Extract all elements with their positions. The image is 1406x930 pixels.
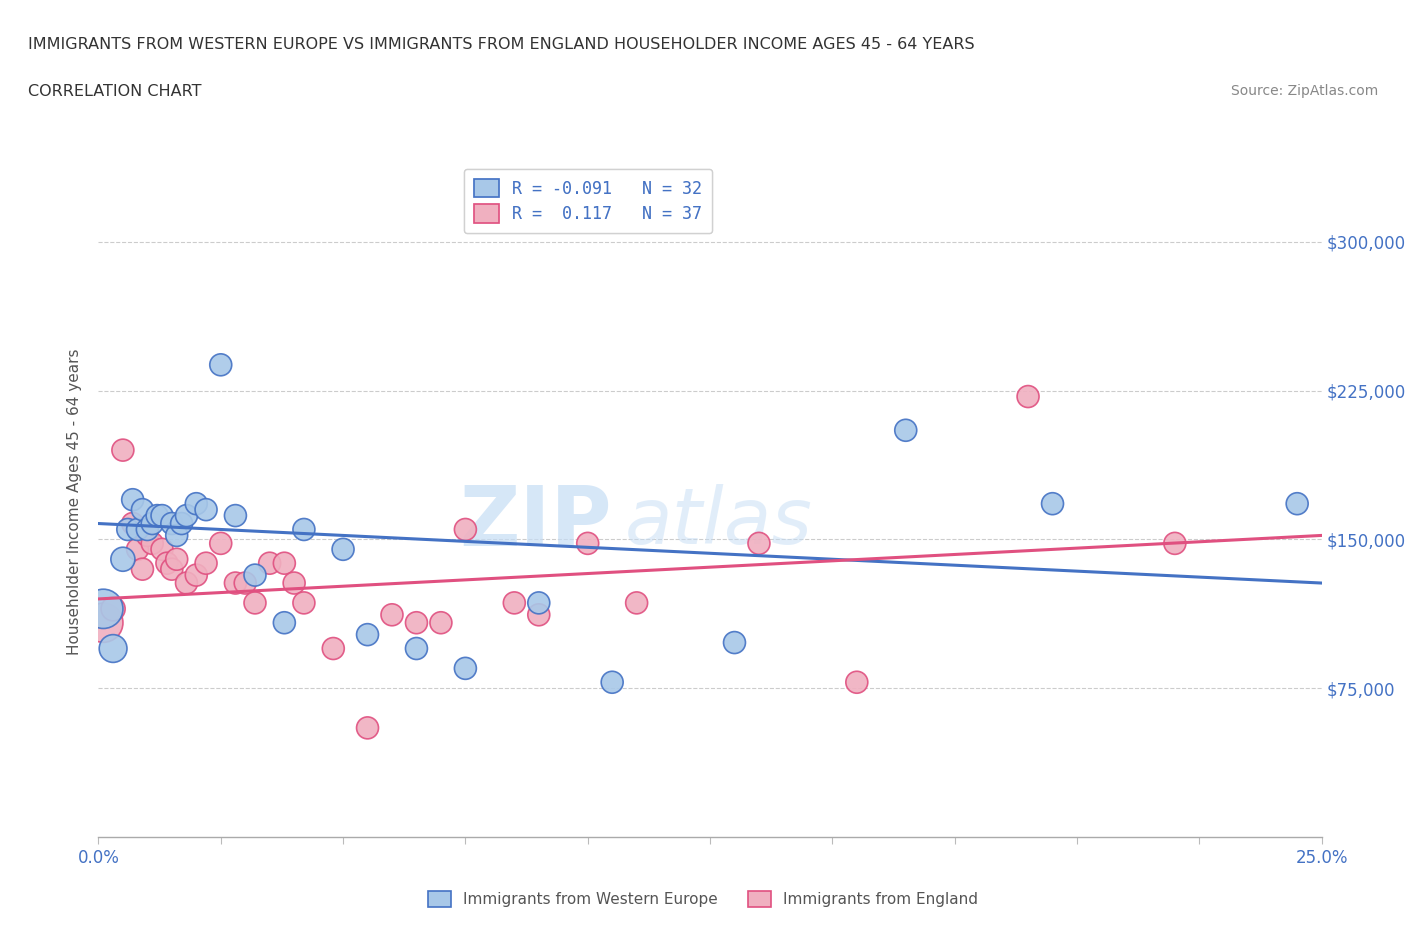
- Point: [224, 508, 246, 523]
- Point: [527, 595, 550, 610]
- Point: [243, 595, 266, 610]
- Legend: R = -0.091   N = 32, R =  0.117   N = 37: R = -0.091 N = 32, R = 0.117 N = 37: [464, 169, 711, 233]
- Point: [600, 675, 623, 690]
- Text: ZIP: ZIP: [460, 482, 612, 563]
- Point: [121, 516, 143, 531]
- Point: [121, 492, 143, 507]
- Point: [503, 595, 526, 610]
- Text: atlas: atlas: [624, 485, 813, 560]
- Point: [195, 556, 218, 571]
- Point: [243, 567, 266, 582]
- Point: [136, 522, 159, 537]
- Point: [748, 536, 770, 551]
- Text: CORRELATION CHART: CORRELATION CHART: [28, 84, 201, 99]
- Point: [186, 567, 208, 582]
- Point: [356, 627, 378, 642]
- Point: [723, 635, 745, 650]
- Point: [430, 616, 453, 631]
- Point: [1042, 497, 1064, 512]
- Point: [405, 616, 427, 631]
- Point: [146, 508, 169, 523]
- Point: [150, 508, 173, 523]
- Point: [156, 556, 179, 571]
- Point: [91, 616, 114, 631]
- Point: [101, 641, 124, 656]
- Point: [322, 641, 344, 656]
- Point: [283, 576, 305, 591]
- Point: [224, 576, 246, 591]
- Point: [527, 607, 550, 622]
- Point: [160, 516, 183, 531]
- Point: [141, 516, 163, 531]
- Point: [91, 602, 114, 617]
- Point: [292, 595, 315, 610]
- Point: [131, 502, 153, 517]
- Point: [356, 721, 378, 736]
- Point: [131, 562, 153, 577]
- Point: [273, 616, 295, 631]
- Point: [405, 641, 427, 656]
- Point: [176, 508, 198, 523]
- Legend: Immigrants from Western Europe, Immigrants from England: Immigrants from Western Europe, Immigran…: [422, 884, 984, 913]
- Point: [894, 423, 917, 438]
- Point: [166, 551, 188, 566]
- Point: [381, 607, 404, 622]
- Point: [111, 551, 134, 566]
- Point: [101, 602, 124, 617]
- Point: [176, 576, 198, 591]
- Point: [186, 497, 208, 512]
- Point: [1017, 389, 1039, 404]
- Y-axis label: Householder Income Ages 45 - 64 years: Householder Income Ages 45 - 64 years: [67, 349, 83, 656]
- Point: [332, 542, 354, 557]
- Point: [127, 542, 149, 557]
- Point: [576, 536, 599, 551]
- Text: IMMIGRANTS FROM WESTERN EUROPE VS IMMIGRANTS FROM ENGLAND HOUSEHOLDER INCOME AGE: IMMIGRANTS FROM WESTERN EUROPE VS IMMIGR…: [28, 37, 974, 52]
- Point: [273, 556, 295, 571]
- Point: [141, 536, 163, 551]
- Point: [259, 556, 281, 571]
- Point: [209, 536, 232, 551]
- Point: [170, 516, 193, 531]
- Point: [117, 522, 139, 537]
- Point: [160, 562, 183, 577]
- Point: [845, 675, 868, 690]
- Point: [1286, 497, 1309, 512]
- Point: [454, 522, 477, 537]
- Point: [111, 443, 134, 458]
- Point: [233, 576, 256, 591]
- Point: [292, 522, 315, 537]
- Point: [626, 595, 648, 610]
- Point: [166, 528, 188, 543]
- Point: [454, 661, 477, 676]
- Text: Source: ZipAtlas.com: Source: ZipAtlas.com: [1230, 84, 1378, 98]
- Point: [195, 502, 218, 517]
- Point: [209, 357, 232, 372]
- Point: [1164, 536, 1187, 551]
- Point: [150, 542, 173, 557]
- Point: [136, 528, 159, 543]
- Point: [127, 522, 149, 537]
